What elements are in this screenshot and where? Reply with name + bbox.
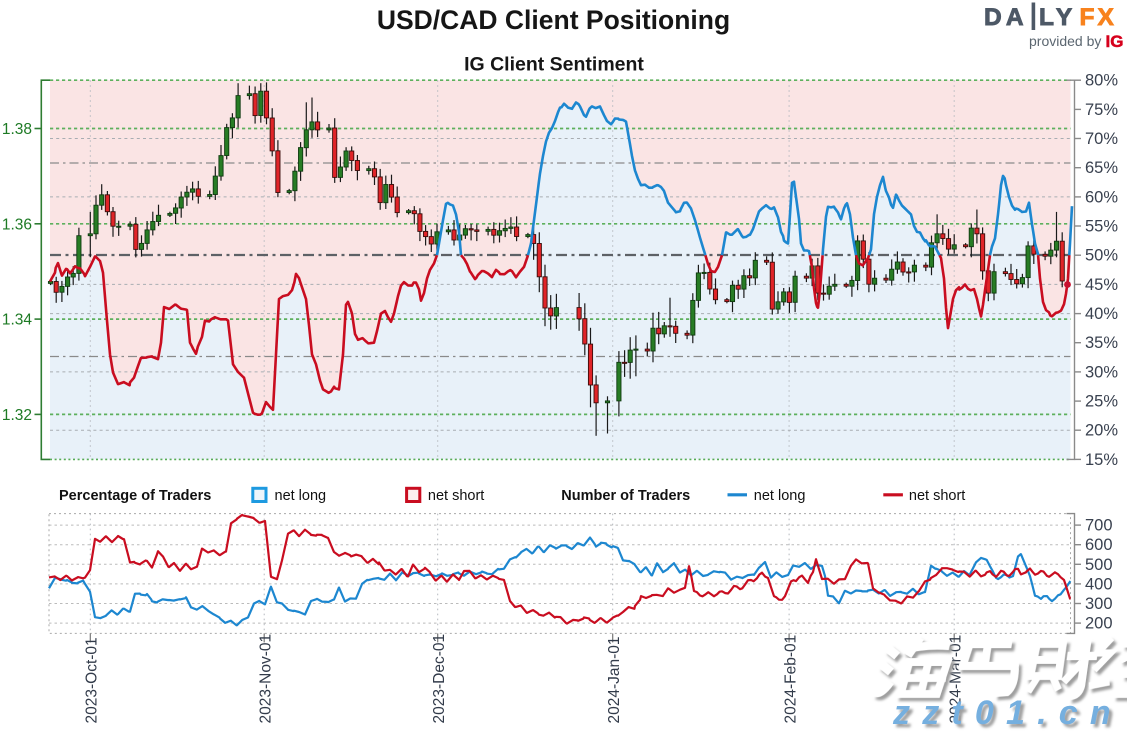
svg-text:2023-Nov-01: 2023-Nov-01 <box>257 634 274 724</box>
svg-text:IG Client Sentiment: IG Client Sentiment <box>464 54 644 76</box>
svg-text:net short: net short <box>428 488 484 504</box>
svg-text:zzt01.cn: zzt01.cn <box>892 694 1123 732</box>
svg-text:400: 400 <box>1085 575 1113 593</box>
svg-text:1.34: 1.34 <box>2 312 33 329</box>
svg-text:1.36: 1.36 <box>2 216 32 233</box>
svg-text:700: 700 <box>1085 517 1113 535</box>
svg-text:net long: net long <box>275 488 327 504</box>
svg-text:LY: LY <box>1039 4 1076 31</box>
svg-text:55%: 55% <box>1085 218 1118 236</box>
svg-text:FX: FX <box>1080 4 1117 31</box>
svg-text:2023-Oct-01: 2023-Oct-01 <box>84 637 101 723</box>
svg-text:25%: 25% <box>1085 393 1118 411</box>
svg-text:30%: 30% <box>1085 363 1118 381</box>
svg-text:500: 500 <box>1085 556 1113 574</box>
svg-text:Percentage of Traders: Percentage of Traders <box>59 488 211 504</box>
svg-text:2024-Mar-01: 2024-Mar-01 <box>947 635 964 724</box>
svg-text:40%: 40% <box>1085 305 1118 323</box>
svg-text:provided by: provided by <box>1029 33 1101 49</box>
svg-text:DA: DA <box>984 4 1028 31</box>
svg-text:45%: 45% <box>1085 276 1118 294</box>
svg-text:net short: net short <box>909 488 965 504</box>
svg-text:200: 200 <box>1085 615 1113 633</box>
svg-text:70%: 70% <box>1085 130 1118 148</box>
svg-text:2024-Feb-01: 2024-Feb-01 <box>782 635 799 724</box>
svg-text:75%: 75% <box>1085 101 1118 119</box>
svg-text:1.38: 1.38 <box>2 121 32 138</box>
svg-text:600: 600 <box>1085 536 1113 554</box>
svg-text:15%: 15% <box>1085 451 1118 469</box>
svg-text:net long: net long <box>754 488 806 504</box>
svg-text:35%: 35% <box>1085 334 1118 352</box>
svg-text:1.32: 1.32 <box>2 407 32 424</box>
svg-text:60%: 60% <box>1085 188 1118 206</box>
svg-text:300: 300 <box>1085 595 1113 613</box>
svg-text:80%: 80% <box>1085 72 1118 90</box>
svg-text:IG: IG <box>1106 32 1124 51</box>
svg-text:50%: 50% <box>1085 247 1118 265</box>
svg-text:USD/CAD Client Positioning: USD/CAD Client Positioning <box>377 5 730 35</box>
svg-text:20%: 20% <box>1085 422 1118 440</box>
svg-text:Number of Traders: Number of Traders <box>561 488 690 504</box>
svg-text:2024-Jan-01: 2024-Jan-01 <box>606 636 623 723</box>
svg-text:65%: 65% <box>1085 159 1118 177</box>
svg-text:2023-Dec-01: 2023-Dec-01 <box>431 634 448 724</box>
